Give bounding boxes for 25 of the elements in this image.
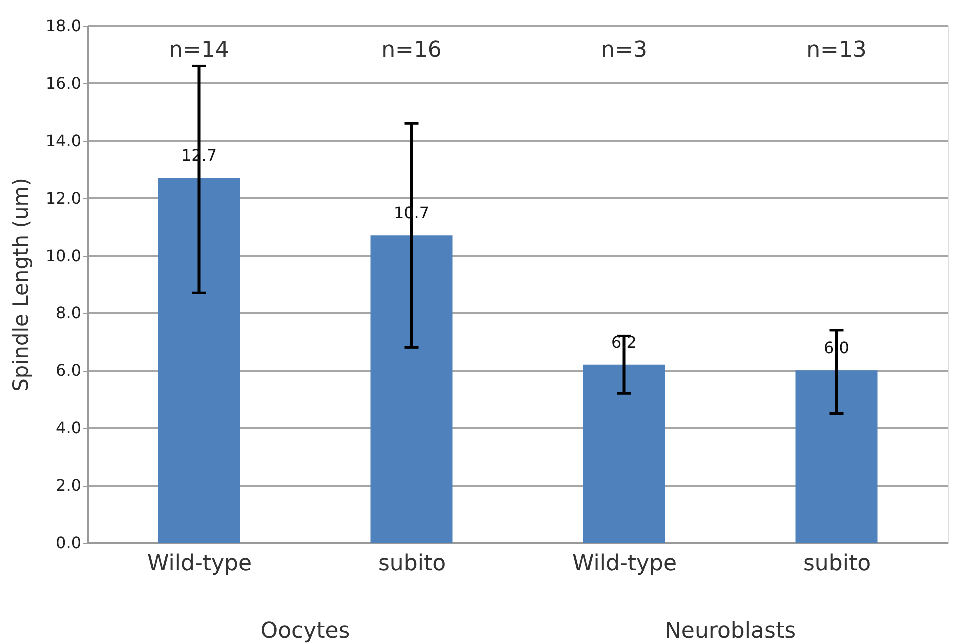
y-tick-label: 12.0: [46, 188, 82, 208]
annotation: n=16: [382, 38, 442, 63]
bar: [370, 236, 453, 543]
y-axis-title: Spindle Length (um): [8, 178, 33, 392]
y-tick-label: 4.0: [56, 418, 82, 438]
text: Oocytes: [260, 619, 350, 644]
y-tick-label: 14.0: [46, 131, 82, 150]
x-tick-label: Wild-type: [572, 552, 678, 576]
annotation: n=13: [806, 38, 867, 63]
y-tick-label: 16.0: [46, 74, 82, 93]
text: Neuroblasts: [664, 619, 796, 644]
annotation: n=3: [601, 38, 648, 63]
y-tick-label: 8.0: [56, 304, 82, 323]
x-tick-label: subito: [803, 552, 872, 576]
bar: [796, 370, 878, 543]
x-tick-label: Wild-type: [147, 552, 252, 576]
bar: [583, 364, 666, 543]
y-tick-label: 0.0: [56, 534, 82, 552]
x-tick-label: subito: [378, 552, 446, 576]
y-tick-label: 6.0: [56, 361, 82, 380]
y-tick-label: 18.0: [46, 16, 82, 36]
bar: [158, 178, 240, 543]
annotation: n=14: [169, 38, 230, 63]
y-tick-label: 2.0: [56, 476, 82, 496]
y-tick-label: 10.0: [46, 246, 82, 266]
